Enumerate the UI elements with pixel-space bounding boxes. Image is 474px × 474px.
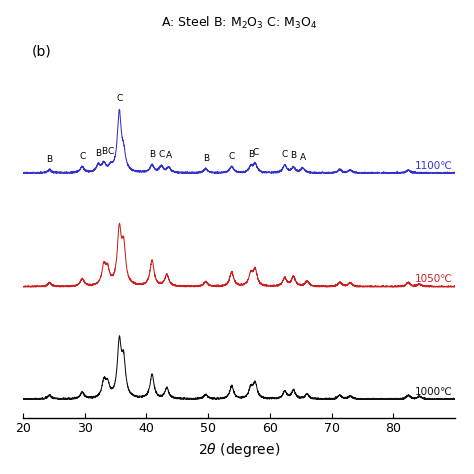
- Text: B: B: [95, 149, 101, 158]
- Text: B: B: [149, 150, 155, 159]
- Text: B: B: [46, 155, 53, 164]
- Text: C: C: [158, 150, 164, 159]
- X-axis label: 2$\theta$ (degree): 2$\theta$ (degree): [198, 441, 280, 459]
- Text: B: B: [291, 152, 297, 161]
- Text: A: A: [165, 152, 172, 161]
- Text: 1000℃: 1000℃: [415, 387, 453, 397]
- Text: B: B: [203, 154, 209, 163]
- Text: B: B: [101, 147, 107, 156]
- Text: C: C: [252, 148, 258, 157]
- Title: A: Steel B: M$_2$O$_3$ C: M$_3$O$_4$: A: Steel B: M$_2$O$_3$ C: M$_3$O$_4$: [161, 15, 318, 31]
- Text: C: C: [79, 152, 85, 161]
- Text: A: A: [300, 153, 306, 162]
- Text: C: C: [228, 152, 235, 161]
- Text: C: C: [116, 94, 122, 103]
- Text: (b): (b): [32, 44, 51, 58]
- Text: C: C: [108, 147, 114, 156]
- Text: B: B: [248, 150, 254, 159]
- Text: 1050℃: 1050℃: [415, 274, 453, 284]
- Text: 1100℃: 1100℃: [415, 161, 453, 171]
- Text: C: C: [282, 150, 288, 159]
